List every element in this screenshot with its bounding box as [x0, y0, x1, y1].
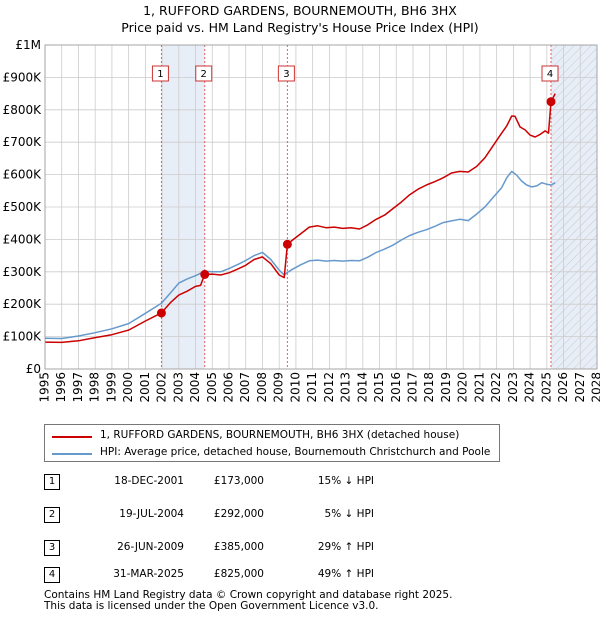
sale-price: £173,000: [213, 475, 264, 487]
sale-number: 4: [44, 567, 60, 583]
x-tick-label: 2005: [205, 372, 219, 403]
x-tick-label: 2010: [288, 372, 302, 403]
sale-date: 19-JUL-2004: [119, 508, 184, 520]
sale-marker-box: [195, 65, 213, 82]
x-tick-label: 2003: [171, 372, 185, 403]
x-tick-label: 1998: [88, 372, 102, 403]
x-tick-label: 2024: [523, 372, 537, 403]
x-tick-label: 2019: [439, 372, 453, 403]
sale-price: £825,000: [213, 568, 264, 580]
sale-number: 3: [44, 540, 60, 556]
x-tick-label: 2028: [590, 372, 600, 403]
sale-hpi-diff: 29% ↑ HPI: [317, 541, 374, 553]
x-tick-label: 2015: [372, 372, 386, 403]
legend-label-hpi: HPI: Average price, detached house, Bour…: [100, 446, 491, 458]
sale-date: 31-MAR-2025: [113, 568, 184, 580]
sale-marker-label: 1: [157, 69, 163, 80]
sale-date: 18-DEC-2001: [114, 475, 184, 487]
sale-marker-dot: [200, 269, 210, 279]
chart-title-line1: 1, RUFFORD GARDENS, BOURNEMOUTH, BH6 3HX: [143, 3, 457, 18]
x-tick-label: 2017: [406, 372, 420, 403]
sale-price: £292,000: [213, 508, 264, 520]
x-tick-label: 1995: [38, 372, 52, 403]
legend-swatch-hpi: [52, 453, 92, 455]
footer: Contains HM Land Registry data © Crown c…: [44, 590, 452, 612]
x-tick-label: 2016: [389, 372, 403, 403]
sale-hpi-diff: 15% ↓ HPI: [317, 475, 374, 487]
footer-line2: This data is licensed under the Open Gov…: [44, 600, 379, 612]
x-tick-label: 1996: [54, 372, 68, 403]
y-tick-label: £500K: [3, 200, 43, 214]
y-tick-label: £300K: [3, 265, 43, 279]
sale-price: £385,000: [213, 541, 264, 553]
sale-hpi-diff: 5% ↓ HPI: [324, 508, 374, 520]
sale-marker-label: 3: [283, 69, 289, 80]
y-tick-label: £800K: [3, 103, 43, 117]
sale-marker-dot: [156, 308, 166, 318]
legend-swatch-property: [52, 436, 92, 438]
y-tick-label: £900K: [3, 70, 43, 84]
x-tick-label: 2001: [138, 372, 152, 403]
sale-marker-box: [151, 65, 169, 82]
x-tick-label: 2013: [339, 372, 353, 403]
x-tick-label: 2007: [238, 372, 252, 403]
x-tick-label: 2026: [556, 372, 570, 403]
footer-line1: Contains HM Land Registry data © Crown c…: [44, 589, 453, 601]
y-tick-label: £200K: [3, 297, 43, 311]
sale-marker-label: 4: [547, 69, 553, 80]
sale-marker-dot: [282, 239, 292, 249]
x-tick-label: 2023: [506, 372, 520, 403]
x-tick-label: 2021: [472, 372, 486, 403]
chart-title: 1, RUFFORD GARDENS, BOURNEMOUTH, BH6 3HX…: [0, 2, 600, 36]
x-tick-label: 2004: [188, 372, 202, 403]
y-tick-label: £600K: [3, 168, 43, 182]
sale-hpi-diff: 49% ↑ HPI: [317, 568, 374, 580]
y-tick-label: £100K: [3, 330, 43, 344]
x-tick-label: 2020: [456, 372, 470, 403]
x-tick-label: 1997: [71, 372, 85, 403]
x-tick-label: 2011: [305, 372, 319, 403]
hpi-line: [44, 170, 556, 340]
plot-border: [44, 44, 598, 370]
x-tick-label: 2009: [272, 372, 286, 403]
sale-marker-box: [541, 65, 559, 82]
x-tick-label: 1999: [104, 372, 118, 403]
x-tick-label: 2002: [155, 372, 169, 403]
x-tick-label: 2025: [539, 372, 553, 403]
sale-marker-box: [277, 65, 295, 82]
x-tick-label: 2027: [573, 372, 587, 403]
y-tick-label: £700K: [3, 135, 43, 149]
legend-label-property: 1, RUFFORD GARDENS, BOURNEMOUTH, BH6 3HX…: [100, 429, 460, 441]
sale-marker-label: 2: [201, 69, 207, 80]
x-tick-label: 2018: [422, 372, 436, 403]
x-tick-label: 2006: [222, 372, 236, 403]
legend: 1, RUFFORD GARDENS, BOURNEMOUTH, BH6 3HX…: [44, 424, 500, 462]
x-tick-label: 2008: [255, 372, 269, 403]
sale-date: 26-JUN-2009: [117, 541, 184, 553]
sale-number: 2: [44, 507, 60, 523]
x-tick-label: 2000: [121, 372, 135, 403]
x-tick-label: 2012: [322, 372, 336, 403]
y-tick-label: £0: [26, 362, 41, 376]
sale-number: 1: [44, 474, 60, 490]
x-tick-label: 2022: [489, 372, 503, 403]
chart-title-line2: Price paid vs. HM Land Registry's House …: [121, 20, 479, 35]
property-price-line: [44, 93, 556, 344]
y-tick-label: £400K: [3, 232, 43, 246]
sale-marker-dot: [546, 97, 556, 107]
x-tick-label: 2014: [355, 372, 369, 403]
y-tick-label: £1M: [15, 38, 41, 52]
